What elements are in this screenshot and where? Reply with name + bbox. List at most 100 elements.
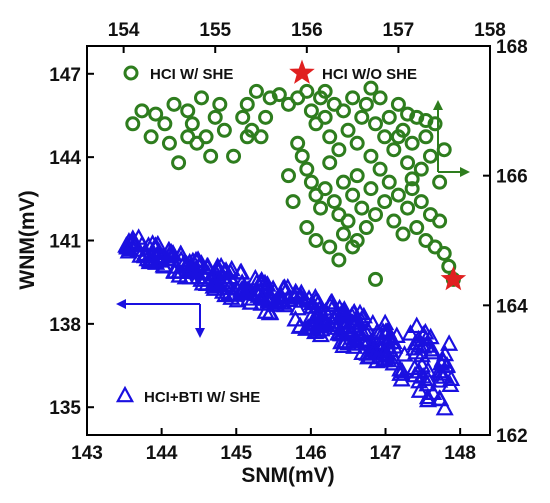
legend-label-hci-she: HCI W/ SHE: [150, 66, 233, 83]
hci-she-point: [207, 109, 223, 125]
hci-bti-point: [414, 366, 433, 384]
hci-she-point: [161, 135, 177, 151]
hci-she-point: [377, 194, 393, 210]
axes-layer: 143 144 145 146 147 148 135 138 141 144 147 154 155 1…: [49, 20, 528, 464]
hci-she-point: [395, 226, 411, 242]
hci-she-point: [404, 171, 420, 187]
hci-bti-point: [418, 387, 437, 405]
hci-bti-point: [279, 287, 298, 305]
y-tick-label: 147: [49, 65, 81, 86]
hci-bti-point: [407, 316, 426, 334]
hci-bti-point: [120, 239, 139, 257]
hci-she-point: [390, 129, 406, 145]
hci-she-point: [180, 103, 196, 119]
hci-bti-point: [232, 279, 251, 297]
x2-tick-label: 158: [474, 20, 506, 41]
hci-bti-point: [139, 236, 158, 253]
hci-bti-point: [331, 324, 351, 342]
hci-she-point: [212, 96, 228, 112]
legend-marker-hci-she: [123, 65, 139, 81]
hci-she-point: [308, 233, 324, 248]
hci-she-point: [322, 129, 338, 145]
hci-she-point: [363, 148, 379, 164]
hci-she-point: [381, 109, 397, 125]
hci-she-point: [368, 116, 384, 132]
hci-bti-point: [255, 273, 275, 291]
hci-she-point: [349, 135, 365, 151]
y-tick-label: 141: [49, 232, 81, 253]
hci-bti-point: [163, 244, 183, 261]
hci-she-point: [354, 109, 370, 125]
hci-she-point: [322, 239, 338, 255]
x-tick-label: 143: [71, 443, 103, 464]
hci-she-point: [248, 83, 264, 99]
green-arrow-up-head: [433, 100, 443, 110]
x2-tick-label: 156: [291, 20, 323, 41]
hci-bti-point: [306, 291, 326, 309]
x2-tick-label: 155: [199, 20, 231, 41]
hci-bti-point: [391, 359, 410, 377]
hci-bti-point: [430, 361, 449, 379]
hci-bti-point: [363, 313, 382, 331]
hci-bti-point: [123, 229, 142, 246]
green-arrow-right-head: [460, 167, 470, 177]
hci-she-point: [432, 174, 448, 190]
hci-bti-point: [296, 319, 316, 336]
x-tick-label: 148: [444, 443, 476, 464]
hci-she-point: [198, 129, 214, 145]
x-tick-label: 144: [146, 443, 178, 464]
hci-she-point: [148, 106, 164, 122]
hci-she-point: [418, 129, 434, 145]
hci-bti-point: [414, 325, 433, 342]
hci-bti-point: [422, 339, 441, 357]
hci-bti-point: [286, 309, 305, 327]
hci-bti-point: [405, 338, 424, 356]
x-tick-label: 145: [220, 443, 252, 464]
hci-she-point: [317, 109, 333, 125]
x-tick-label: 147: [370, 443, 402, 464]
hci-she-point: [285, 194, 301, 210]
hci-bti-point: [140, 250, 159, 268]
hci-bti-point: [198, 257, 218, 274]
hci-she-point: [436, 245, 452, 261]
hci-bti-point: [435, 398, 454, 416]
hci-she-point: [335, 226, 351, 242]
hci-she-point: [432, 213, 448, 229]
hci-she-point: [400, 200, 416, 216]
hci-she-point: [331, 142, 347, 158]
hci-bti-point: [150, 243, 169, 260]
hci-she-point: [317, 181, 333, 197]
hci-bti-point: [332, 304, 351, 322]
hci-she-point: [422, 148, 438, 164]
hci-she-point: [235, 109, 251, 125]
x-tick-label: 146: [295, 443, 327, 464]
hci-she-point: [390, 187, 406, 203]
hci-she-point: [303, 174, 319, 190]
hci-she-point: [216, 122, 232, 138]
hci-she-point: [368, 207, 384, 223]
hci-bti-point: [193, 273, 212, 291]
hci-bti-point: [322, 293, 341, 310]
hci-bti-point: [347, 333, 366, 351]
y2-tick-label: 168: [496, 37, 528, 58]
hci-she-point: [354, 200, 370, 216]
hci-she-point: [372, 90, 388, 106]
hci-bti-point: [406, 333, 425, 351]
legend-marker-hci-bti: [115, 385, 135, 403]
legend: HCI W/ SHE HCI W/O SHE HCI+BTI W/ SHE: [115, 59, 417, 406]
hci-she-point: [281, 168, 296, 184]
legend-marker-hci-wo-she: [289, 59, 315, 84]
hci-she-point: [184, 116, 200, 132]
hci-she-point: [377, 129, 393, 145]
hci-she-point: [390, 96, 406, 112]
hci-she-point: [404, 181, 420, 197]
hci-bti-point: [437, 356, 456, 374]
hci-she-point: [294, 148, 310, 164]
hci-bti-point: [405, 358, 424, 376]
legend-label-hci-wo-she: HCI W/O SHE: [322, 66, 417, 83]
blue-arrow-down-head: [195, 328, 205, 338]
hci-bti-point: [410, 371, 429, 389]
x2-tick-label: 157: [383, 20, 415, 41]
hci-she-point: [299, 161, 315, 177]
